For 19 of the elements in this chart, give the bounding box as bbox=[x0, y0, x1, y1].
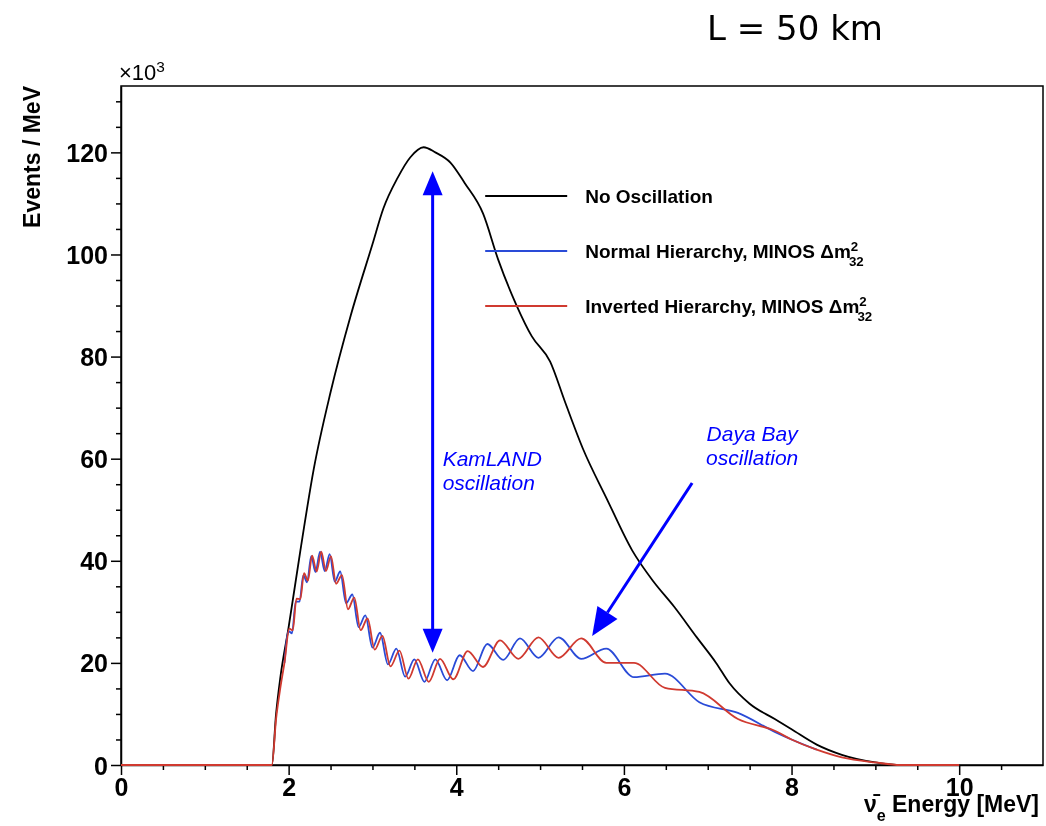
x-tick-label: 8 bbox=[785, 773, 800, 802]
y-axis-title: Events / MeV bbox=[19, 85, 45, 228]
x-tick-label: 2 bbox=[282, 773, 297, 802]
x-tick-label: 6 bbox=[617, 773, 632, 802]
y-tick-label: 40 bbox=[80, 547, 108, 576]
x-tick-label: 0 bbox=[114, 773, 129, 802]
annotation: Daya Bay oscillation bbox=[706, 421, 800, 470]
y-tick-label: 120 bbox=[66, 138, 108, 167]
y-tick-label: 20 bbox=[80, 649, 108, 678]
text: ×10$^{3}$ bbox=[119, 57, 165, 85]
legend-label: No Oscillation bbox=[585, 185, 713, 207]
y-tick-label: 80 bbox=[80, 343, 108, 372]
y-tick-label: 0 bbox=[94, 751, 108, 780]
line-series bbox=[120, 550, 961, 766]
x-tick-label: 4 bbox=[449, 773, 464, 802]
annotation: KamLAND oscillation bbox=[442, 447, 542, 495]
y-tick-label: 100 bbox=[66, 240, 108, 269]
chart-title: L = 50 km bbox=[707, 8, 883, 48]
y-tick-label: 60 bbox=[80, 445, 108, 474]
